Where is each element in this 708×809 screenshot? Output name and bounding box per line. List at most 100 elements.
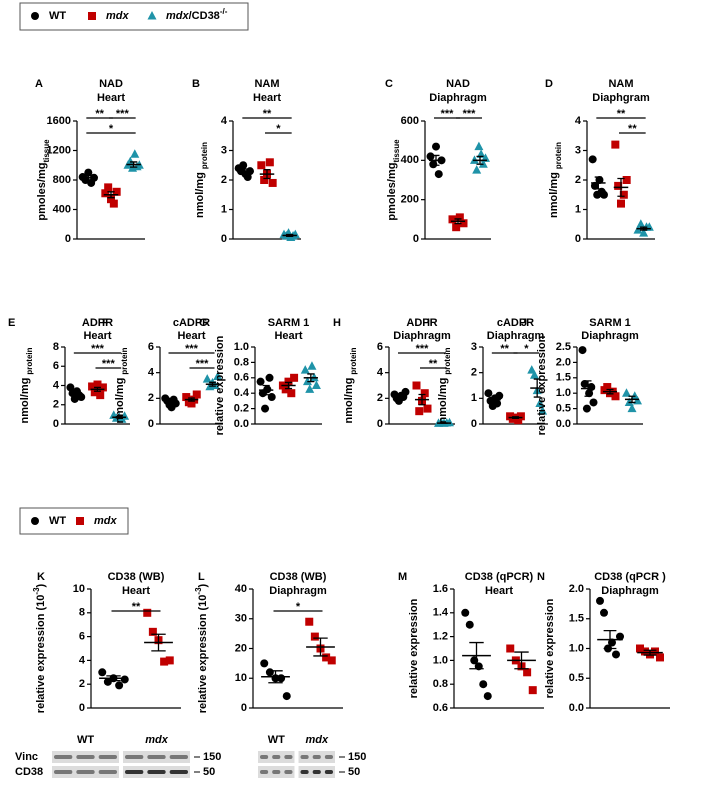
- data-point: [523, 668, 532, 677]
- blot-band: [260, 770, 269, 774]
- error-bar: [606, 388, 614, 395]
- blot-band: [76, 770, 95, 774]
- y-tick-label: 6: [53, 360, 59, 372]
- y-axis-label: relative expression: [536, 335, 548, 435]
- y-tick-label: 0.0: [569, 702, 584, 714]
- y-axis-label-part: -3: [194, 587, 203, 595]
- data-point: [268, 178, 277, 187]
- chart-subtitle: Heart: [274, 330, 302, 342]
- y-tick-label: 6: [79, 631, 85, 643]
- blot-band: [147, 755, 166, 759]
- y-axis-label: pmoles/mgtissue: [386, 139, 401, 221]
- y-tick-label: 8: [53, 341, 59, 353]
- significance-label: **: [617, 108, 626, 120]
- significance-label: *: [276, 123, 281, 135]
- data-point: [611, 392, 620, 401]
- data-point: [160, 657, 169, 666]
- legend-marker: [31, 517, 39, 525]
- y-tick-label: 1200: [47, 144, 71, 156]
- error-bar: [514, 651, 529, 670]
- y-tick-label: 0.8: [234, 356, 249, 368]
- data-point: [143, 608, 152, 617]
- error-bar: [584, 380, 592, 397]
- error-bar: [603, 630, 617, 650]
- error-bar: [533, 378, 541, 398]
- data-point: [611, 140, 620, 149]
- legend-label-part: WT: [49, 515, 66, 527]
- y-tick-label: 6: [377, 341, 383, 353]
- error-bar: [594, 176, 602, 190]
- legend-label: WT: [49, 515, 66, 527]
- data-point: [622, 176, 631, 184]
- kda-label: 150: [203, 751, 221, 763]
- blot-band: [125, 770, 144, 774]
- data-point: [529, 370, 539, 379]
- data-point: [434, 170, 443, 179]
- data-point: [239, 161, 248, 170]
- legend-label-part: WT: [49, 10, 66, 22]
- y-tick-label: 600: [401, 115, 419, 127]
- data-point: [420, 389, 429, 398]
- panel-letter: K: [37, 571, 45, 583]
- panel-letter: E: [8, 317, 15, 329]
- y-axis-label: pmoles/mgtissue: [36, 139, 51, 221]
- y-tick-label: 1.0: [569, 642, 584, 654]
- y-tick-label: 0.0: [556, 418, 571, 430]
- panel-letter: L: [198, 571, 205, 583]
- y-tick-label: 3: [221, 144, 227, 156]
- data-point: [483, 692, 492, 701]
- error-bar: [286, 233, 294, 237]
- data-point: [412, 381, 421, 390]
- data-point: [538, 406, 548, 415]
- y-axis-label-part: protein: [554, 142, 563, 169]
- y-tick-label: 0: [53, 418, 59, 430]
- y-tick-label: 10: [73, 583, 85, 595]
- chart-title: CD38 (WB): [108, 571, 165, 583]
- data-point: [90, 388, 99, 397]
- blot-group-label: mdx: [145, 734, 169, 746]
- significance-label: **: [628, 123, 637, 135]
- y-axis-label-part: relative expression (10: [35, 595, 47, 714]
- data-point: [260, 176, 269, 184]
- chart-subtitle: Heart: [485, 585, 513, 597]
- legend-label: mdx/CD38-/-: [166, 7, 228, 22]
- data-point: [459, 219, 468, 228]
- y-axis-label-part: nmol/mg: [343, 375, 355, 424]
- y-axis-label: relative expression: [408, 598, 420, 698]
- panel-letter: N: [537, 571, 545, 583]
- panel-letter: D: [545, 78, 553, 90]
- legend-label-part: mdx: [106, 10, 130, 22]
- chart-title: cADPR: [173, 317, 210, 329]
- data-point: [578, 346, 587, 355]
- blot-group-label: WT: [268, 734, 285, 746]
- data-point: [277, 674, 286, 683]
- y-tick-label: 1.0: [234, 341, 249, 353]
- data-point: [506, 644, 515, 653]
- data-point: [261, 404, 270, 413]
- y-axis-label: nmol/mg protein: [437, 347, 452, 423]
- data-point: [603, 383, 612, 392]
- data-point: [307, 361, 317, 370]
- data-point: [101, 189, 110, 198]
- y-tick-label: 1.0: [556, 387, 571, 399]
- data-point: [202, 374, 212, 383]
- error-bar: [240, 168, 248, 174]
- data-point: [600, 190, 608, 199]
- blot-band: [54, 755, 73, 759]
- y-tick-label: 2: [53, 399, 59, 411]
- legend-marker: [31, 12, 39, 20]
- data-point: [182, 393, 191, 402]
- chart-subtitle: Heart: [83, 330, 111, 342]
- data-point: [109, 199, 118, 208]
- panel-letter: G: [199, 317, 208, 329]
- data-point: [445, 417, 454, 427]
- legend-label: mdx: [106, 10, 130, 22]
- error-bar: [396, 395, 404, 399]
- legend-box: [19, 507, 129, 535]
- y-tick-label: 0: [241, 702, 247, 714]
- chart-title: ADPR: [406, 317, 437, 329]
- chart-subtitle: Diaphragm: [581, 330, 639, 342]
- data-point: [596, 596, 604, 605]
- data-point: [125, 156, 135, 166]
- y-tick-label: 1: [575, 203, 581, 215]
